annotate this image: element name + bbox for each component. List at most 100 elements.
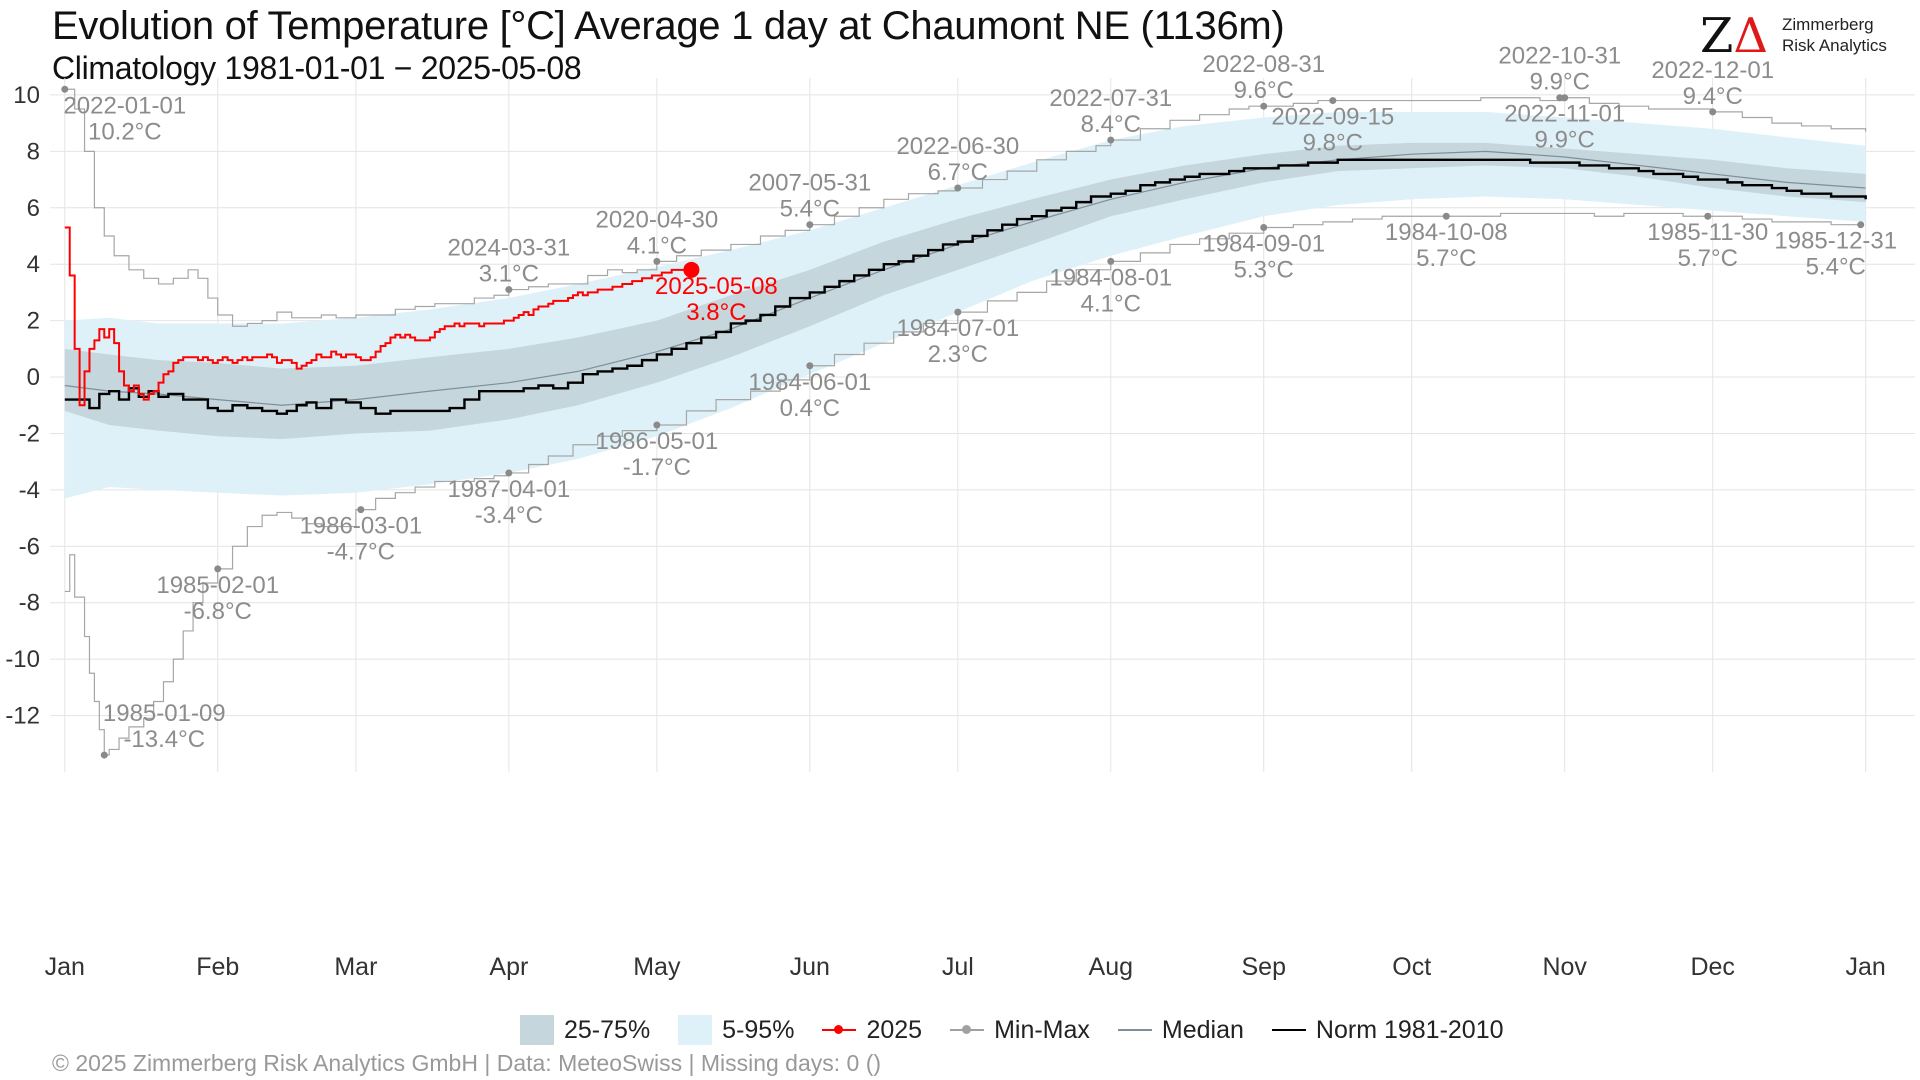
legend-key-norm xyxy=(1271,1015,1306,1045)
extreme-point xyxy=(806,362,814,370)
extreme-point xyxy=(1107,257,1115,265)
extreme-point xyxy=(954,308,962,316)
legend-label-25-75: 25-75% xyxy=(564,1015,651,1044)
annotation-date: 2022-09-15 xyxy=(1271,104,1394,131)
y-axis: 10 8 6 4 2 0 -2 -4 -6 -8 -10 -12 xyxy=(5,82,40,730)
logo-mark: ZΔ xyxy=(1700,12,1768,60)
x-tick-label: Aug xyxy=(1089,953,1133,981)
x-axis: Jan Feb Mar Apr May Jun Jul Aug Sep Oct Nov Dec Jan xyxy=(45,953,1886,981)
y-tick-label: -12 xyxy=(5,703,40,730)
legend-item-median: Median xyxy=(1117,1015,1244,1045)
annotation-date: 2007-05-31 xyxy=(748,170,871,197)
logo-mark-z: Z xyxy=(1700,8,1734,64)
annotation-value: 6.7°C xyxy=(928,159,988,186)
annotation-value: 10.2°C xyxy=(88,118,162,145)
annotation-value: 9.4°C xyxy=(1683,83,1743,110)
x-tick-label: Jan xyxy=(45,953,85,981)
x-tick-label: May xyxy=(633,953,681,981)
y-tick-label: -6 xyxy=(19,533,40,560)
legend-key-5-95 xyxy=(678,1015,713,1045)
extreme-point xyxy=(954,184,962,192)
extreme-point xyxy=(1857,221,1865,229)
y-tick-label: 0 xyxy=(27,364,40,391)
annotation-value: 9.9°C xyxy=(1530,69,1590,96)
annotation-value: 9.8°C xyxy=(1303,130,1363,157)
annotation-date: 2022-08-31 xyxy=(1202,51,1325,78)
logo-line-2: Risk Analytics xyxy=(1782,36,1887,55)
legend-label-2025: 2025 xyxy=(866,1015,923,1044)
x-tick-label: Jun xyxy=(790,953,830,981)
x-tick-label: Nov xyxy=(1542,953,1587,981)
legend-key-minmax xyxy=(950,1015,985,1045)
series-min-line xyxy=(64,212,1861,756)
extreme-point xyxy=(1704,212,1712,220)
annotation-value: -13.4°C xyxy=(123,726,205,753)
series-2025-line xyxy=(64,226,692,407)
y-tick-label: -4 xyxy=(19,477,40,504)
annotation-value: 5.7°C xyxy=(1678,245,1738,272)
legend-label-minmax: Min-Max xyxy=(994,1015,1090,1044)
annotation-value: 4.1°C xyxy=(1081,290,1141,317)
series-median-line xyxy=(64,150,1866,406)
extreme-point xyxy=(1561,94,1569,102)
annotation-date: 2022-10-31 xyxy=(1498,43,1621,70)
annotation-value: -1.7°C xyxy=(623,454,691,481)
legend-item-minmax: Min-Max xyxy=(950,1015,1090,1045)
extreme-point xyxy=(806,221,814,229)
y-tick-label: 6 xyxy=(27,195,40,222)
y-tick-label: -2 xyxy=(19,420,40,447)
annotation-value: -6.8°C xyxy=(184,598,252,625)
legend-item-2025: 2025 xyxy=(822,1015,922,1045)
x-tick-label: Apr xyxy=(489,953,528,981)
annotation-date: 1985-12-31 xyxy=(1774,228,1897,255)
annotation-date: 2022-06-30 xyxy=(896,133,1019,160)
legend-label-norm: Norm 1981-2010 xyxy=(1315,1015,1504,1044)
extreme-point xyxy=(1709,108,1717,116)
annotation-date: 1984-06-01 xyxy=(748,369,871,396)
annotation-value: 3.8°C xyxy=(686,299,746,326)
annotation-value: 2.3°C xyxy=(928,341,988,368)
annotation-date: 1987-04-01 xyxy=(447,476,570,503)
extreme-point xyxy=(1107,136,1115,144)
annotation-date: 1986-05-01 xyxy=(595,428,718,455)
logo-text: Zimmerberg Risk Analytics xyxy=(1782,14,1887,56)
y-tick-label: 10 xyxy=(13,82,40,109)
legend-label-median: Median xyxy=(1161,1015,1244,1044)
annotation-value: 0.4°C xyxy=(780,395,840,422)
legend-key-median xyxy=(1117,1015,1152,1045)
annotation-date: 1984-10-08 xyxy=(1385,219,1508,246)
company-logo: ZΔ Zimmerberg Risk Analytics xyxy=(1700,12,1900,62)
extreme-point xyxy=(653,421,661,429)
annotation-date: 2020-04-30 xyxy=(595,206,718,233)
logo-line-1: Zimmerberg xyxy=(1782,15,1874,34)
legend-key-25-75 xyxy=(520,1015,554,1045)
extreme-point xyxy=(1260,224,1268,232)
extreme-point xyxy=(653,257,661,265)
annotation-date: 1985-01-09 xyxy=(103,700,226,727)
y-tick-label: 2 xyxy=(27,308,40,335)
chart-title: Evolution of Temperature [°C] Average 1 … xyxy=(52,4,1285,48)
annotation-value: 9.9°C xyxy=(1535,127,1595,154)
extreme-point xyxy=(505,286,513,294)
band-25-75 xyxy=(64,142,1866,440)
x-tick-label: Feb xyxy=(196,953,239,981)
x-tick-label: Jan xyxy=(1846,953,1886,981)
y-tick-label: -8 xyxy=(19,590,40,617)
x-tick-label: Jul xyxy=(942,953,974,981)
annotation-date: 2022-07-31 xyxy=(1049,85,1172,112)
extreme-point xyxy=(1442,212,1450,220)
annotation-date: 2022-01-01 xyxy=(63,92,186,119)
annotation-value: 5.4°C xyxy=(780,196,840,223)
extreme-point xyxy=(100,751,108,759)
extreme-point xyxy=(1329,97,1337,105)
annotation-date: 1984-07-01 xyxy=(896,315,1019,342)
extreme-point xyxy=(1556,94,1564,102)
annotation-date: 1986-03-01 xyxy=(299,513,422,540)
annotation-value: 4.1°C xyxy=(627,232,687,259)
chart-subtitle: Climatology 1981-01-01 − 2025-05-08 xyxy=(52,50,582,86)
legend-item-norm: Norm 1981-2010 xyxy=(1271,1015,1504,1045)
series-max-line xyxy=(64,88,1867,327)
annotation-date: 2025-05-08 xyxy=(655,273,778,300)
extreme-point xyxy=(357,506,365,514)
footer-credits: © 2025 Zimmerberg Risk Analytics GmbH | … xyxy=(52,1050,882,1076)
